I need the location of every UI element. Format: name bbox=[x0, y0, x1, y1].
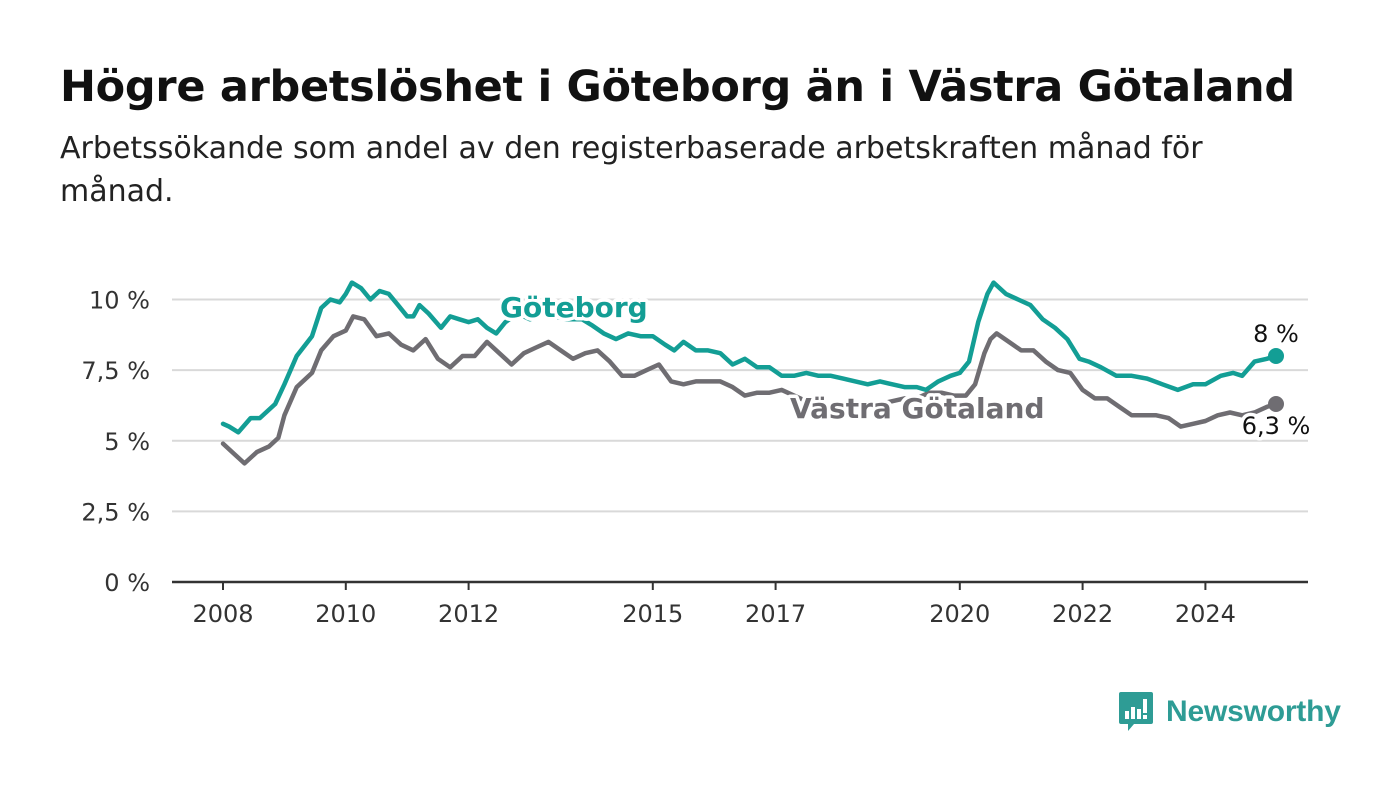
chart-subtitle: Arbetssökande som andel av den registerb… bbox=[60, 131, 1203, 209]
newsworthy-logo-text: Newsworthy bbox=[1166, 695, 1341, 728]
y-tick-label: 10 % bbox=[89, 287, 150, 315]
grid-lines bbox=[172, 298, 1308, 513]
x-tick-label: 2012 bbox=[438, 600, 499, 628]
y-tick-label: 5 % bbox=[104, 428, 150, 456]
newsworthy-logo: Newsworthy bbox=[1118, 690, 1341, 734]
end-dot-goteborg bbox=[1268, 348, 1285, 364]
x-tick-label: 2022 bbox=[1052, 600, 1113, 628]
series-label-vastra-gotaland: Västra Götaland bbox=[790, 392, 1045, 425]
end-label-goteborg-halo: 8 % bbox=[1253, 320, 1299, 348]
series-label-goteborg: Göteborg bbox=[500, 291, 648, 324]
y-axis-ticks: 0 % 2,5 % 5 % 7,5 % 10 % bbox=[81, 287, 150, 598]
x-axis-ticks: 2008 2010 2012 2015 2017 2020 2022 2024 bbox=[192, 582, 1236, 628]
series-label-vastra-gotaland-halo: Västra Götaland bbox=[790, 392, 1045, 425]
end-label-goteborg: 8 % bbox=[1253, 320, 1299, 348]
x-tick-label: 2015 bbox=[622, 600, 683, 628]
end-label-vastra-gotaland: 6,3 % bbox=[1242, 412, 1311, 440]
end-label-vastra-gotaland-halo: 6,3 % bbox=[1242, 412, 1311, 440]
line-chart: 0 % 2,5 % 5 % 7,5 % 10 % 2008 2010 2012 2015 201… bbox=[81, 280, 1314, 628]
y-tick-label: 7,5 % bbox=[81, 357, 150, 385]
series-label-goteborg-halo: Göteborg bbox=[500, 291, 648, 324]
x-tick-label: 2020 bbox=[929, 600, 990, 628]
series-line-vastra-gotaland bbox=[220, 314, 1279, 466]
x-tick-label: 2024 bbox=[1175, 600, 1236, 628]
end-dot-vastra-gotaland bbox=[1268, 396, 1285, 413]
newsworthy-logo-icon bbox=[1119, 692, 1153, 731]
x-tick-label: 2008 bbox=[192, 600, 253, 628]
x-tick-label: 2017 bbox=[745, 600, 806, 628]
chart-title: Högre arbetslöshet i Göteborg än i Västr… bbox=[60, 62, 1295, 112]
series-line-goteborg bbox=[220, 280, 1279, 435]
series-lines bbox=[220, 280, 1285, 466]
y-tick-label: 0 % bbox=[104, 569, 150, 597]
x-tick-label: 2010 bbox=[315, 600, 376, 628]
y-tick-label: 2,5 % bbox=[81, 498, 150, 526]
